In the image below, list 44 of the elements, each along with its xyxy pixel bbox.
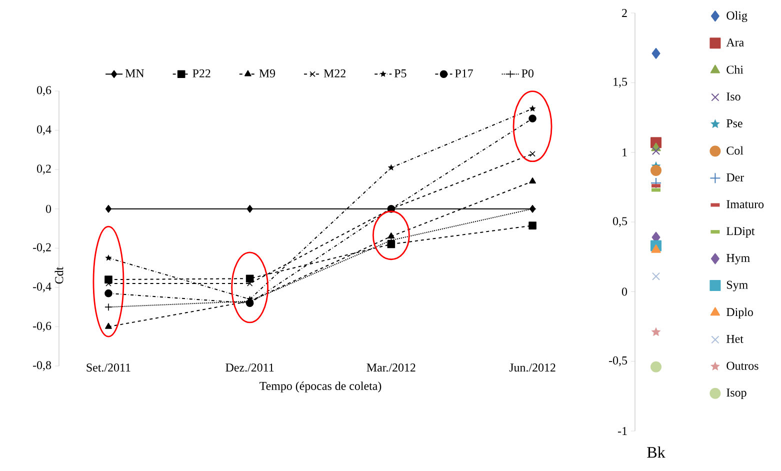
legend-label: Chi — [726, 65, 744, 74]
legend-label: Sym — [726, 280, 748, 292]
y-axis-title: Cdt — [54, 266, 64, 284]
legend-label: Iso — [726, 92, 740, 101]
y-tick-label: -0,4 — [32, 282, 52, 292]
legend-label: Isop — [726, 388, 746, 400]
y-tick-label: 0,5 — [612, 217, 628, 227]
x-tick-label: Dez./2011 — [226, 364, 274, 372]
legend-label: P22 — [192, 69, 210, 78]
legend-label: LDipt — [726, 227, 755, 238]
legend-label: Imaturo — [726, 200, 764, 208]
y-tick-label: 0,2 — [36, 164, 51, 174]
y-tick-label: 0,6 — [36, 86, 52, 96]
legend-label: P17 — [455, 69, 473, 78]
y-tick-label: -0,8 — [32, 361, 52, 371]
x-tick-label: Jun./2012 — [509, 364, 556, 372]
y-tick-label: -1 — [618, 427, 627, 435]
y-tick-label: -0,2 — [32, 243, 51, 254]
y-tick-label: 0,4 — [36, 125, 52, 136]
legend-label: Der — [726, 174, 744, 182]
legend-label: M9 — [259, 69, 276, 78]
x-tick-label: Bk — [647, 446, 666, 458]
y-tick-label: 2 — [622, 9, 627, 17]
legend-label: Diplo — [726, 308, 753, 319]
y-tick-label: 0 — [622, 288, 628, 296]
x-axis-title: Tempo (épocas de coleta) — [260, 382, 382, 392]
legend-label: Outros — [726, 362, 758, 370]
legend-label: P5 — [394, 69, 406, 78]
legend-label: Col — [726, 146, 744, 155]
y-tick-label: 1 — [622, 148, 627, 156]
legend-label: Hym — [726, 254, 750, 264]
legend-label: Ara — [726, 38, 744, 46]
legend-label: Pse — [726, 119, 742, 128]
legend-label: Het — [726, 334, 744, 343]
x-tick-label: Mar./2012 — [366, 364, 416, 372]
legend-label: M22 — [324, 69, 346, 78]
legend-label: Olig — [726, 11, 748, 22]
y-tick-label: -0,6 — [32, 322, 52, 332]
x-tick-label: Set./2011 — [86, 364, 130, 372]
y-tick-label: -0,5 — [609, 356, 628, 366]
y-tick-label: 1,5 — [614, 78, 628, 88]
legend-label: P0 — [522, 69, 534, 78]
legend-label: MN — [125, 69, 144, 78]
y-tick-label: 0 — [46, 204, 52, 213]
